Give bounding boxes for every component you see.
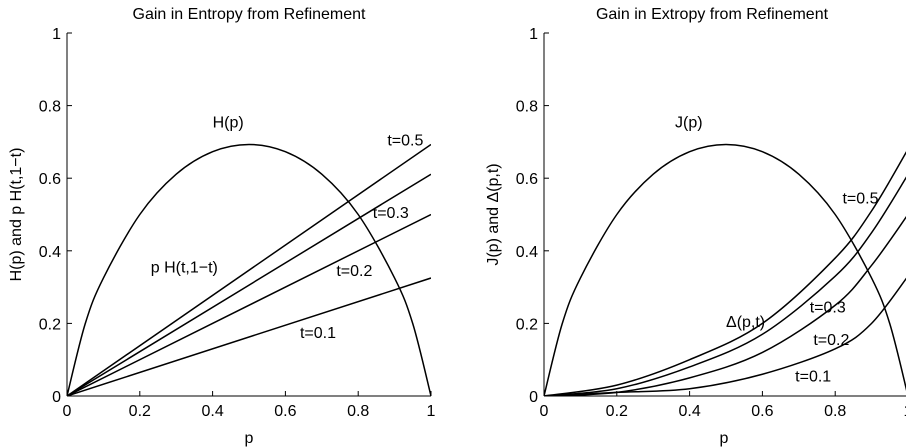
chart-1-annotation: t=0.5 xyxy=(387,133,423,150)
chart-1-y-tick-label: 1 xyxy=(52,26,61,43)
chart-1-series-t-0-3 xyxy=(67,173,431,396)
chart-1-annotation: H(p) xyxy=(213,114,244,131)
chart-1-x-tick-label: 0.4 xyxy=(201,403,223,420)
chart-1-x-tick-label: 0.6 xyxy=(274,403,296,420)
chart-2-series-group xyxy=(544,143,906,396)
chart-2-series-t-0-5 xyxy=(544,151,906,396)
chart-1-y-label: H(p) and p H(t,1−t) xyxy=(8,148,25,282)
chart-2-x-label: p xyxy=(720,430,729,447)
chart-2-x-tick-label: 0 xyxy=(540,403,549,420)
chart-2-annotation: Δ(p,t) xyxy=(726,314,765,331)
chart-1-y-tick-label: 0.4 xyxy=(39,244,61,261)
chart-2-x-tick-label: 0.4 xyxy=(678,403,700,420)
chart-1-y-tick-label: 0.8 xyxy=(39,99,61,116)
chart-2-x-tick-label: 0.2 xyxy=(606,403,628,420)
chart-1-y-tick-label: 0.2 xyxy=(39,316,61,333)
chart-1-x-tick-label: 0.2 xyxy=(129,403,151,420)
chart-1-series-group xyxy=(67,143,431,396)
chart-2-y-tick-label: 0.2 xyxy=(516,316,538,333)
chart-2-series-t-0-3 xyxy=(544,176,906,396)
chart-1-series-t-0-5 xyxy=(67,143,431,396)
chart-1-annotation: p H(t,1−t) xyxy=(151,260,218,277)
chart-2-y-tick-label: 0 xyxy=(529,389,538,406)
chart-2-series-j-p- xyxy=(544,143,906,396)
chart-1-title: Gain in Entropy from Refinement xyxy=(133,6,367,23)
chart-1-x-tick-label: 0 xyxy=(63,403,72,420)
chart-2-annotation: t=0.5 xyxy=(842,191,878,208)
chart-2-y-tick-label: 1 xyxy=(529,26,538,43)
chart-1-x-label: p xyxy=(245,430,254,447)
chart-2-series-t-0-1 xyxy=(544,277,906,396)
chart-1-x-tick-label: 1 xyxy=(427,403,436,420)
chart-1-y-tick-label: 0 xyxy=(52,389,61,406)
chart-2-y-tick-label: 0.6 xyxy=(516,171,538,188)
chart-2-y-tick-label: 0.4 xyxy=(516,244,538,261)
chart-1-series-h-p- xyxy=(67,143,431,396)
chart-1-annotation: t=0.1 xyxy=(300,325,336,342)
chart-2-annotation: t=0.3 xyxy=(810,300,846,317)
chart-2-y-tick-label: 0.8 xyxy=(516,99,538,116)
chart-1-annotation: t=0.2 xyxy=(336,263,372,280)
chart-2-annotation: t=0.2 xyxy=(813,332,849,349)
chart-2-y-label: J(p) and Δ(p,t) xyxy=(485,163,502,265)
chart-1-series-t-0-2 xyxy=(67,213,431,396)
chart-1-series-t-0-1 xyxy=(67,277,431,396)
chart-2-x-tick-label: 0.6 xyxy=(751,403,773,420)
chart-1-y-tick-label: 0.6 xyxy=(39,171,61,188)
chart-2-x-tick-label: 0.8 xyxy=(824,403,846,420)
chart-1: Gain in Entropy from Refinement 0 0.2 0.4 0.… xyxy=(8,6,436,447)
chart-1-annotation: t=0.3 xyxy=(373,205,409,222)
chart-2-annotation: J(p) xyxy=(675,114,703,131)
chart-1-x-tick-label: 0.8 xyxy=(347,403,369,420)
chart-2-title: Gain in Extropy from Refinement xyxy=(596,6,829,23)
chart-2: Gain in Extropy from Refinement 0 0.2 0.4 0.… xyxy=(485,6,906,447)
chart-2-annotation: t=0.1 xyxy=(795,368,831,385)
chart-2-x-tick-label: 1 xyxy=(904,403,906,420)
